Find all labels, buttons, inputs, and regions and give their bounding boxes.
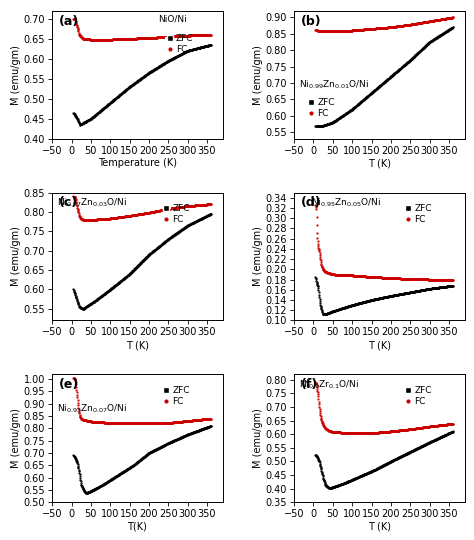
Legend: ZFC, FC: ZFC, FC xyxy=(159,201,193,228)
X-axis label: T (K): T (K) xyxy=(368,522,391,532)
Text: Ni$_{0.95}$Zn$_{0.05}$O/Ni: Ni$_{0.95}$Zn$_{0.05}$O/Ni xyxy=(311,197,382,209)
Text: Ni$_{0.97}$Zn$_{0.03}$O/Ni: Ni$_{0.97}$Zn$_{0.03}$O/Ni xyxy=(57,197,128,209)
Text: Ni$_{0.93}$Zn$_{0.07}$O/Ni: Ni$_{0.93}$Zn$_{0.07}$O/Ni xyxy=(57,402,128,415)
Y-axis label: M (emu/gm): M (emu/gm) xyxy=(11,408,21,468)
Y-axis label: M (emu/gm): M (emu/gm) xyxy=(253,227,263,286)
Legend: ZFC, FC: ZFC, FC xyxy=(162,31,197,58)
X-axis label: T (K): T (K) xyxy=(126,340,149,350)
Legend: ZFC, FC: ZFC, FC xyxy=(304,94,338,122)
Text: NiO/Ni: NiO/Ni xyxy=(158,15,187,24)
X-axis label: T (K): T (K) xyxy=(368,159,391,168)
Y-axis label: M (emu/gm): M (emu/gm) xyxy=(11,227,21,286)
Y-axis label: M (emu/gm): M (emu/gm) xyxy=(11,45,21,105)
Text: (c): (c) xyxy=(59,197,78,210)
Text: (b): (b) xyxy=(301,15,321,28)
Y-axis label: M (emu/gm): M (emu/gm) xyxy=(253,408,263,468)
Text: (f): (f) xyxy=(301,378,318,391)
X-axis label: Temperature (K): Temperature (K) xyxy=(98,159,177,168)
Legend: ZFC, FC: ZFC, FC xyxy=(401,201,436,228)
X-axis label: T (K): T (K) xyxy=(368,340,391,350)
Legend: ZFC, FC: ZFC, FC xyxy=(401,382,436,410)
X-axis label: T(K): T(K) xyxy=(128,522,147,532)
Text: (d): (d) xyxy=(301,197,321,210)
Text: Ni$_{0.9}$Zr$_{0.1}$O/Ni: Ni$_{0.9}$Zr$_{0.1}$O/Ni xyxy=(299,378,360,390)
Text: (a): (a) xyxy=(59,15,79,28)
Text: (e): (e) xyxy=(59,378,79,391)
Legend: ZFC, FC: ZFC, FC xyxy=(159,382,193,410)
Text: Ni$_{0.99}$Zn$_{0.01}$O/Ni: Ni$_{0.99}$Zn$_{0.01}$O/Ni xyxy=(299,79,370,91)
Y-axis label: M (emu/gm): M (emu/gm) xyxy=(253,45,263,105)
